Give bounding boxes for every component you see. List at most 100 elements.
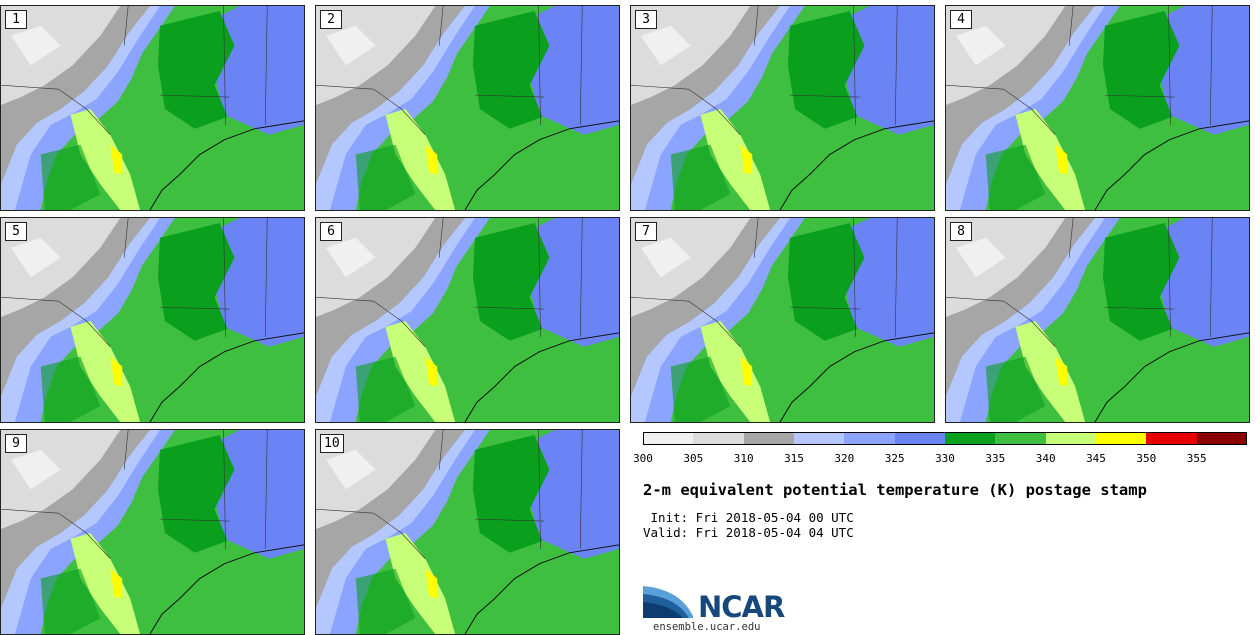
- member-panel: 5: [0, 217, 305, 423]
- theta-e-field: [1, 218, 304, 422]
- member-number-label: 4: [950, 10, 972, 29]
- field-350: [425, 356, 438, 387]
- member-number-label: 1: [5, 10, 27, 29]
- member-panel: 4: [945, 5, 1250, 211]
- member-panel: 1: [0, 5, 305, 211]
- colorbar-tick-label: 345: [1086, 452, 1106, 465]
- plot-title: 2-m equivalent potential temperature (K)…: [643, 481, 1147, 499]
- field-350: [740, 356, 753, 387]
- coastline: [464, 332, 619, 422]
- colorbar-swatch: [743, 432, 794, 445]
- colorbar-swatch: [894, 432, 945, 445]
- field-300: [640, 25, 691, 66]
- coastline: [464, 120, 619, 210]
- colorbar-swatch: [693, 432, 744, 445]
- field-300: [955, 237, 1006, 278]
- field-330: [1102, 10, 1180, 129]
- field-335: [40, 144, 101, 210]
- colorbar-swatch: [844, 432, 895, 445]
- coastline: [149, 120, 304, 210]
- coastline: [1094, 332, 1249, 422]
- member-number-label: 2: [320, 10, 342, 29]
- field-335: [985, 356, 1046, 422]
- member-panel: 9: [0, 429, 305, 635]
- coastline: [149, 544, 304, 634]
- field-345: [385, 108, 456, 210]
- member-number-label: 10: [320, 434, 344, 453]
- field-300: [10, 449, 61, 490]
- theta-e-field: [1, 6, 304, 210]
- member-panel: 3: [630, 5, 935, 211]
- field-345: [385, 532, 456, 634]
- member-panel: 10: [315, 429, 620, 635]
- field-330: [472, 10, 550, 129]
- coastline: [779, 120, 934, 210]
- field-330: [787, 10, 865, 129]
- colorbar-swatch: [1045, 432, 1096, 445]
- member-number-label: 9: [5, 434, 27, 453]
- init-time: Init: Fri 2018-05-04 00 UTC: [643, 510, 854, 525]
- field-300: [955, 25, 1006, 66]
- field-345: [385, 320, 456, 422]
- field-345: [70, 532, 141, 634]
- colorbar-tick-label: 330: [935, 452, 955, 465]
- field-335: [670, 356, 731, 422]
- field-335: [670, 144, 731, 210]
- colorbar-tick-label: 305: [683, 452, 704, 465]
- member-number-label: 6: [320, 222, 342, 241]
- theta-e-field: [316, 430, 619, 634]
- field-350: [110, 144, 123, 175]
- field-300: [325, 449, 376, 490]
- field-330: [157, 10, 235, 129]
- coastline: [779, 332, 934, 422]
- logo-url: ensemble.ucar.edu: [653, 621, 761, 633]
- ncar-logo-text: NCAR: [698, 590, 785, 624]
- field-345: [70, 320, 141, 422]
- field-335: [355, 356, 416, 422]
- state-borders: [946, 218, 1213, 347]
- colorbar-tick-label: 335: [985, 452, 1006, 465]
- colorbar-tick-label: 350: [1136, 452, 1157, 465]
- member-panel: 7: [630, 217, 935, 423]
- field-335: [40, 356, 101, 422]
- state-borders: [1, 218, 268, 347]
- field-350: [110, 356, 123, 387]
- colorbar-swatch: [945, 432, 996, 445]
- field-350: [740, 144, 753, 175]
- state-borders: [1, 430, 268, 559]
- state-borders: [631, 218, 898, 347]
- ncar-logo-icon: [643, 586, 693, 618]
- field-345: [700, 320, 771, 422]
- field-350: [1055, 356, 1068, 387]
- state-borders: [316, 430, 583, 559]
- field-345: [70, 108, 141, 210]
- state-borders: [946, 6, 1213, 135]
- colorbar-swatch: [794, 432, 845, 445]
- theta-e-field: [631, 218, 934, 422]
- field-330: [157, 222, 235, 341]
- field-335: [355, 144, 416, 210]
- coastline: [149, 332, 304, 422]
- valid-time: Valid: Fri 2018-05-04 04 UTC: [643, 525, 854, 540]
- theta-e-field: [1, 430, 304, 634]
- field-335: [40, 568, 101, 634]
- theta-e-field: [316, 218, 619, 422]
- field-330: [157, 434, 235, 553]
- coastline: [464, 544, 619, 634]
- state-borders: [316, 218, 583, 347]
- field-350: [425, 144, 438, 175]
- member-panel: 2: [315, 5, 620, 211]
- field-345: [700, 108, 771, 210]
- field-330: [787, 222, 865, 341]
- field-330: [472, 434, 550, 553]
- field-300: [10, 237, 61, 278]
- colorbar-tick-label: 340: [1035, 452, 1056, 465]
- field-300: [325, 237, 376, 278]
- member-panel: 6: [315, 217, 620, 423]
- colorbar-swatch: [1196, 432, 1247, 445]
- theta-e-field: [946, 218, 1249, 422]
- field-300: [640, 237, 691, 278]
- theta-e-field: [946, 6, 1249, 210]
- field-335: [985, 144, 1046, 210]
- field-330: [472, 222, 550, 341]
